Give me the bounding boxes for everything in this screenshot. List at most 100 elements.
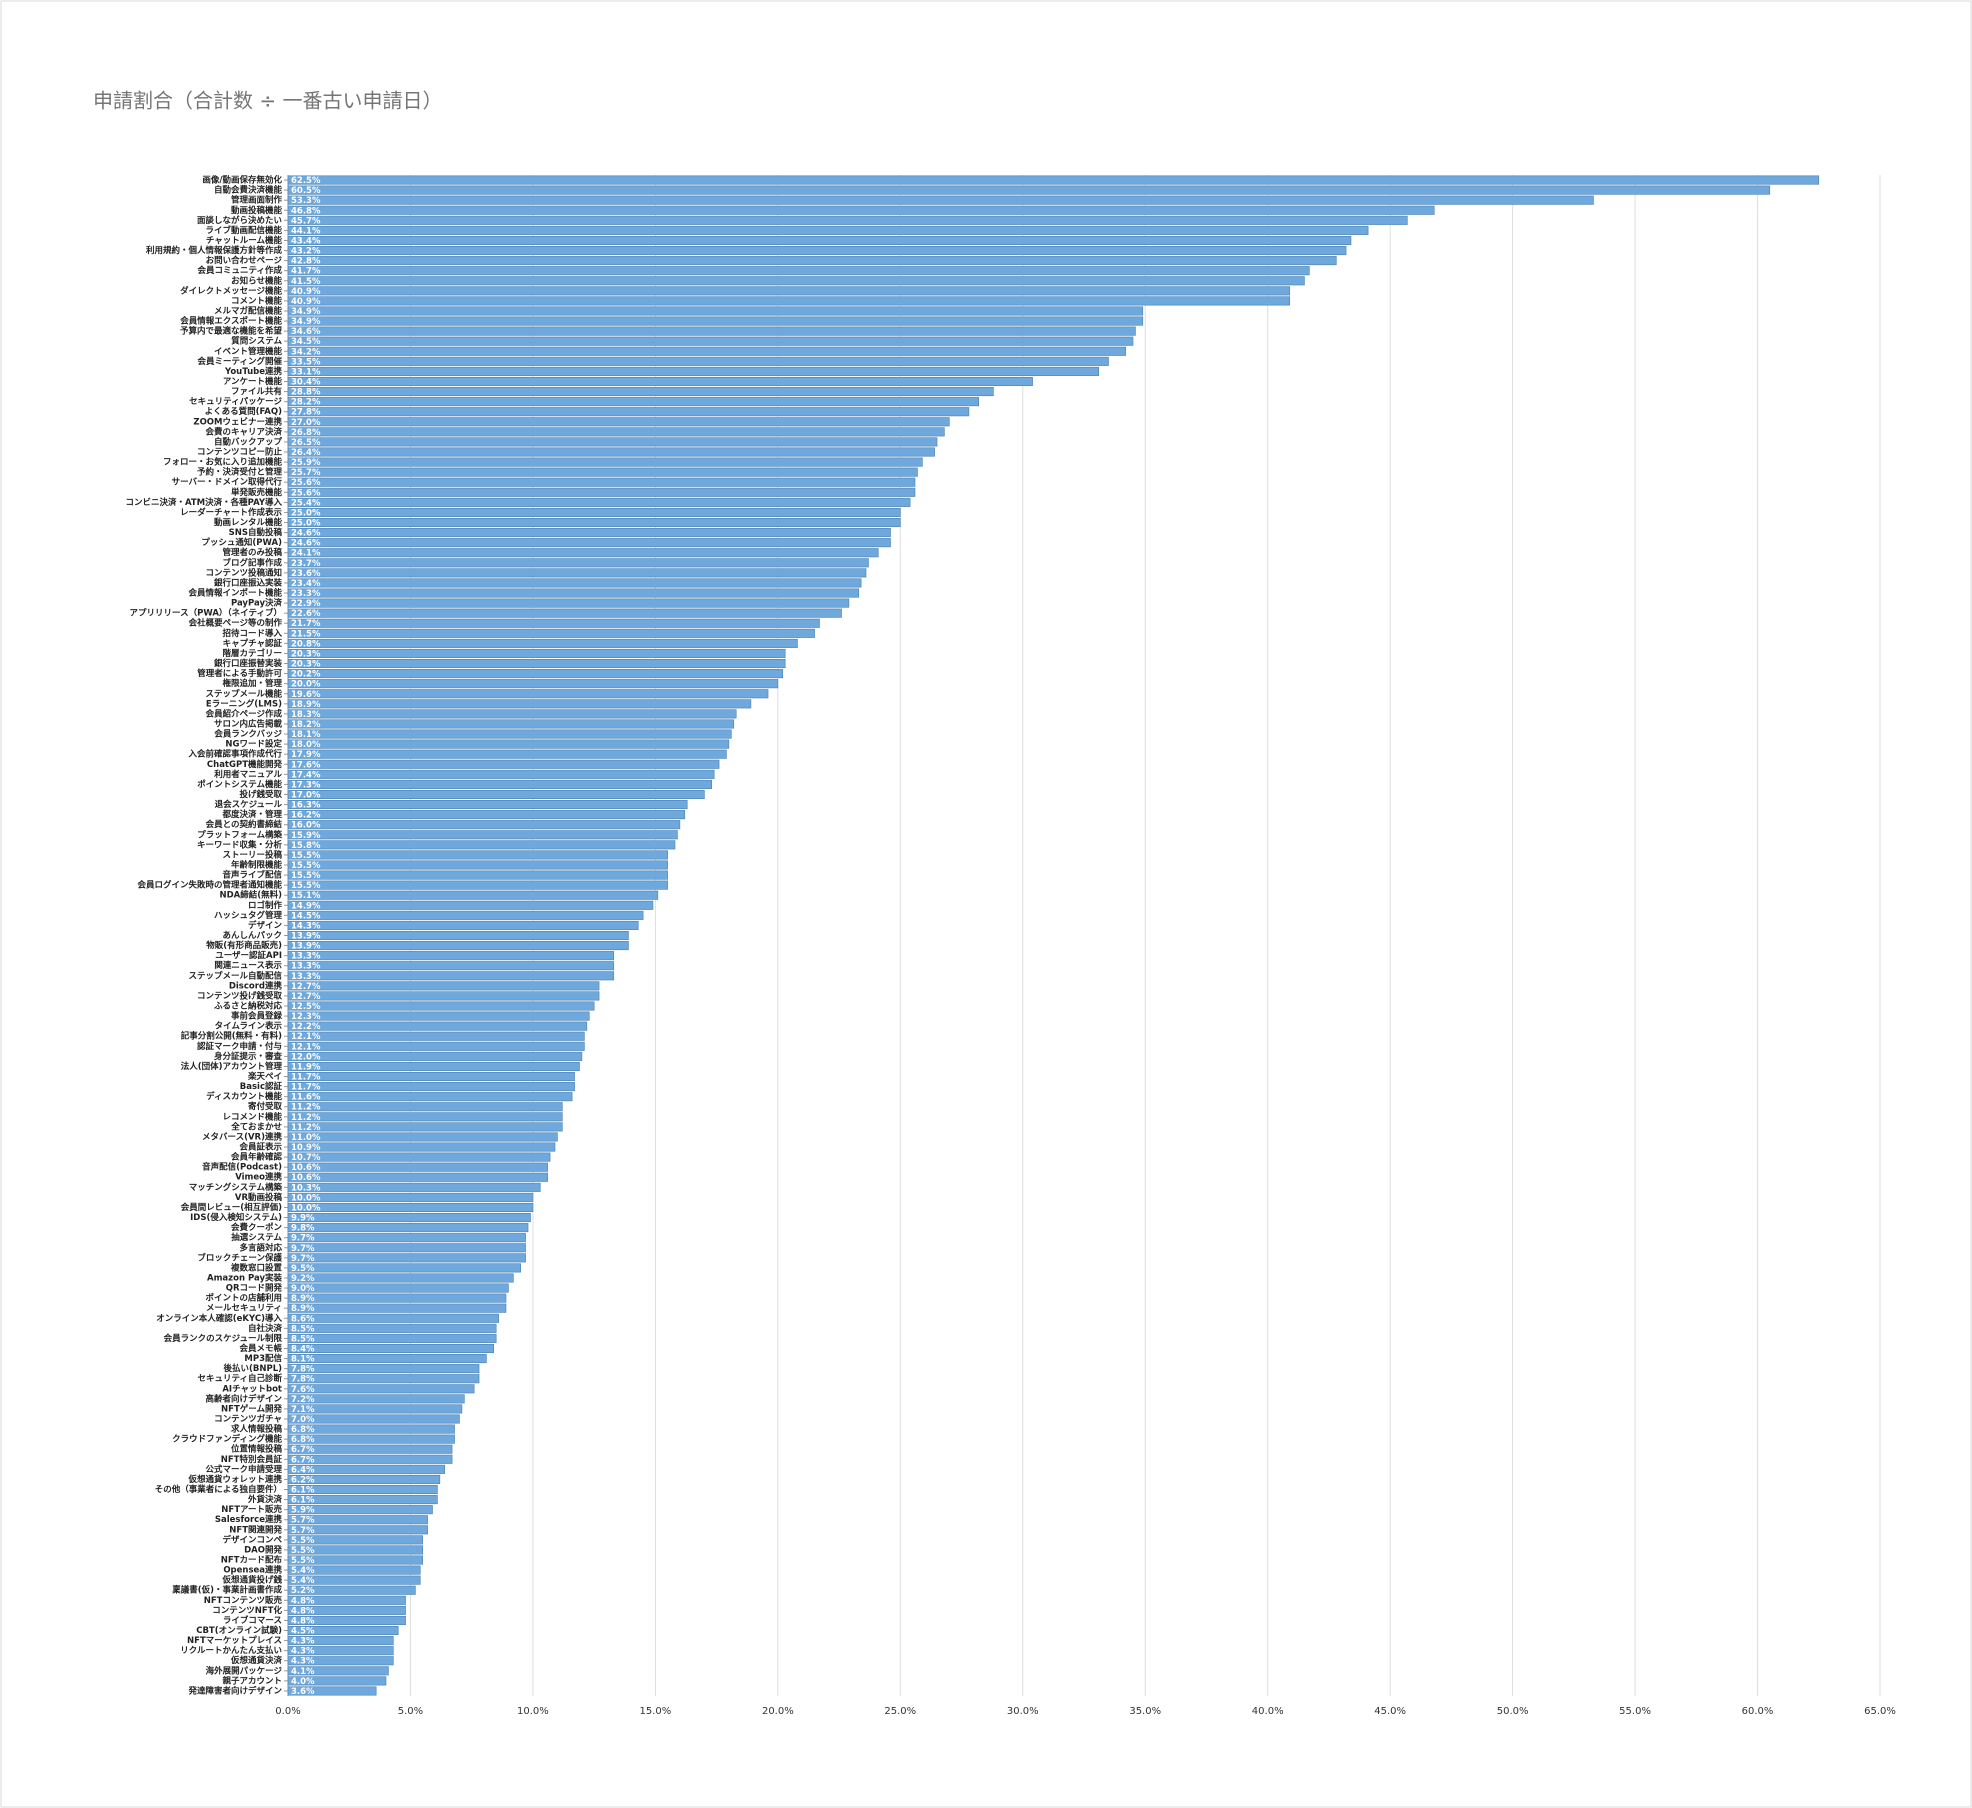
y-tick-label: 会員年齢確認 <box>230 1152 283 1163</box>
value-label: 24.6% <box>291 539 321 549</box>
y-tick-label: ダイレクトメッセージ機能 <box>180 285 282 296</box>
y-tick-label: 階層カテゴリー <box>222 648 282 659</box>
value-label: 12.0% <box>291 1052 321 1062</box>
bar <box>287 1464 446 1474</box>
bar <box>287 306 1144 316</box>
value-label: 13.3% <box>291 962 321 972</box>
value-label: 15.9% <box>291 831 321 841</box>
value-label: 5.5% <box>291 1546 315 1556</box>
bar <box>287 1213 531 1223</box>
bar <box>287 860 668 870</box>
y-tick-label: 楽天ペイ <box>247 1071 282 1082</box>
bar <box>287 1585 416 1595</box>
bar <box>287 1071 575 1082</box>
y-tick-label: NFT特別会員証 <box>221 1454 283 1465</box>
bar <box>287 286 1291 296</box>
value-label: 10.3% <box>291 1183 321 1193</box>
y-tick-label: Salesforce連携 <box>215 1514 283 1525</box>
y-tick-label: レコメンド機能 <box>222 1111 282 1122</box>
bar <box>287 1243 526 1253</box>
y-tick-label: 入会前確認事項作成代行 <box>187 749 282 760</box>
y-tick-label: 海外展開パッケージ <box>206 1665 283 1676</box>
bar <box>287 1525 428 1535</box>
y-tick-label: アプリリリース（PWA）（ネイティブ） <box>130 608 282 619</box>
bar <box>287 1656 394 1666</box>
bar <box>287 1565 421 1575</box>
bar <box>287 699 752 709</box>
y-tick-label: 関連ニュース表示 <box>214 960 282 971</box>
value-label: 17.9% <box>291 750 321 760</box>
y-tick-label: セキュリティ自己診断 <box>198 1373 283 1384</box>
bar <box>287 517 901 528</box>
y-tick-label: NFTコンテンツ販売 <box>204 1595 283 1606</box>
bar <box>287 235 1352 246</box>
y-tick-label: フォロー・お気に入り追加機能 <box>163 457 283 468</box>
value-label: 26.4% <box>291 448 321 458</box>
y-tick-label: 複数窓口設置 <box>230 1262 283 1273</box>
value-label: 11.7% <box>291 1083 321 1093</box>
bar <box>287 1031 585 1041</box>
bar <box>287 397 979 407</box>
bar <box>287 1061 580 1071</box>
value-label: 4.8% <box>291 1596 315 1606</box>
value-label: 9.8% <box>291 1224 315 1234</box>
bar <box>287 1394 465 1404</box>
value-label: 26.8% <box>291 428 321 438</box>
bar <box>287 366 1099 376</box>
bar <box>287 920 639 930</box>
value-label: 62.5% <box>291 176 321 186</box>
value-label: 7.1% <box>291 1405 315 1415</box>
value-label: 9.7% <box>291 1254 315 1264</box>
value-label: 10.7% <box>291 1153 321 1163</box>
value-label: 45.7% <box>291 216 321 226</box>
value-label: 10.6% <box>291 1173 321 1183</box>
value-label: 7.2% <box>291 1395 315 1405</box>
bar <box>287 276 1305 286</box>
bar <box>287 709 737 719</box>
y-tick-label: Discord連携 <box>229 980 283 991</box>
value-label: 4.8% <box>291 1606 315 1616</box>
y-tick-label: メールセキュリティ <box>206 1304 282 1314</box>
y-tick-label: ユーザー認証API <box>215 950 282 961</box>
bar <box>287 1283 509 1293</box>
bar <box>287 608 842 618</box>
bar <box>287 407 970 417</box>
y-tick-label: 発達障害者向けデザイン <box>187 1685 282 1696</box>
value-label: 33.5% <box>291 357 321 367</box>
y-tick-label: 管理者のみ投稿 <box>222 547 282 558</box>
value-label: 21.7% <box>291 619 321 629</box>
value-label: 33.1% <box>291 367 321 377</box>
y-tick-label: 抽選システム <box>231 1232 282 1243</box>
y-tick-label: ZOOMウェビナー連携 <box>193 416 282 427</box>
value-label: 6.4% <box>291 1465 315 1475</box>
y-tick-label: 管理者による手動許可 <box>197 668 282 679</box>
value-label: 42.8% <box>291 257 321 267</box>
value-label: 34.2% <box>291 347 321 357</box>
value-label: 5.5% <box>291 1536 315 1546</box>
bar <box>287 669 784 679</box>
y-tick-label: 稟議書(仮)・事業計画書作成 <box>171 1585 282 1596</box>
y-tick-label: 会費のキャリア決済 <box>204 426 282 437</box>
y-tick-label: NFTマーケットプレイス <box>187 1635 282 1646</box>
y-tick-label: 単発販売機能 <box>231 487 283 498</box>
bar <box>287 528 891 538</box>
y-tick-label: 外貨決済 <box>247 1494 283 1505</box>
y-tick-label: マッチングシステム構築 <box>189 1182 283 1193</box>
y-tick-label: 会費クーポン <box>230 1222 283 1233</box>
value-label: 3.6% <box>291 1687 315 1697</box>
bar <box>287 659 786 669</box>
bar <box>287 900 654 910</box>
y-tick-label: 後払い(BNPL) <box>223 1363 282 1374</box>
bar <box>287 558 869 568</box>
y-tick-label: 年齢制限機能 <box>231 859 283 870</box>
y-tick-label: ステップメール自動配信 <box>188 970 282 981</box>
y-tick-label: PayPay決済 <box>231 598 283 609</box>
y-tick-label: 面談しながら決めたい <box>197 215 282 226</box>
bar <box>287 417 950 427</box>
y-tick-label: Opensea連携 <box>223 1565 282 1576</box>
y-tick-label: QRコード開発 <box>226 1283 283 1294</box>
bar <box>287 991 600 1001</box>
value-label: 12.3% <box>291 1012 321 1022</box>
y-tick-label: 会員コミュニティ作成 <box>197 265 283 276</box>
y-tick-label: ブロックチェーン保護 <box>197 1252 282 1263</box>
